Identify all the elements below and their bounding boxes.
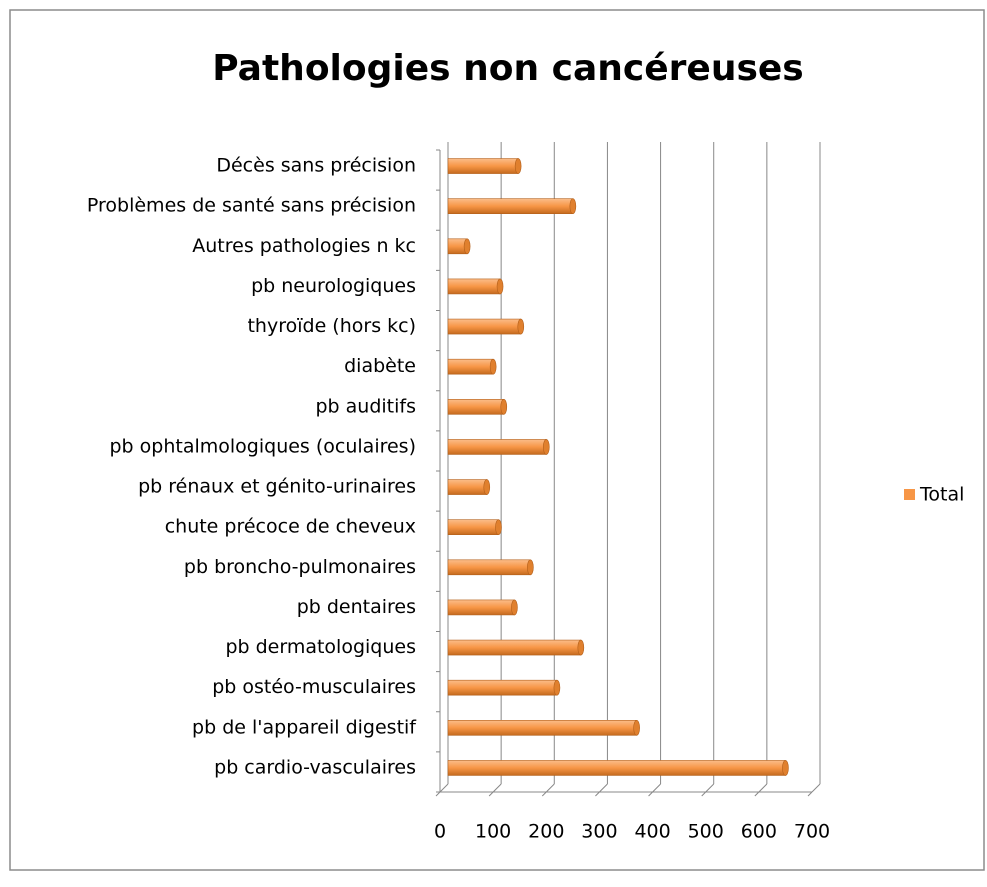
tick-mark xyxy=(652,783,661,793)
bar-end xyxy=(517,318,525,335)
y-tick-label: pb rénaux et génito-urinaires xyxy=(138,476,416,498)
bar-end xyxy=(542,439,550,455)
x-tick-label: 200 xyxy=(528,821,564,843)
bar-end xyxy=(463,238,471,255)
legend-swatch xyxy=(904,489,915,500)
tick-mark xyxy=(545,783,555,793)
bar xyxy=(447,679,558,696)
bar xyxy=(447,720,637,736)
tick-mark xyxy=(488,791,494,797)
bar xyxy=(447,599,515,616)
tick-mark xyxy=(595,791,600,797)
tick-mark xyxy=(807,791,813,797)
bar xyxy=(447,198,574,214)
bar xyxy=(447,358,494,375)
y-tick-label: diabète xyxy=(344,355,416,377)
bar xyxy=(447,278,501,295)
y-tick-label: thyroïde (hors kc) xyxy=(247,315,416,337)
tick-mark xyxy=(439,783,449,793)
bar xyxy=(447,559,531,576)
bar-end xyxy=(527,559,534,576)
x-tick-label: 700 xyxy=(794,821,830,843)
y-tick-label: Autres pathologies n kc xyxy=(192,235,416,257)
bar xyxy=(447,318,522,335)
y-tick-label: pb dentaires xyxy=(297,596,416,618)
bar-end xyxy=(569,198,577,214)
y-tick-label: pb neurologiques xyxy=(251,275,416,297)
tick-mark xyxy=(758,783,768,793)
bar-end xyxy=(511,599,518,616)
tick-mark xyxy=(648,791,653,797)
y-tick-label: Décès sans précision xyxy=(216,155,416,177)
tick-mark xyxy=(705,783,715,793)
bar-end xyxy=(495,519,502,535)
bar-end xyxy=(782,760,789,776)
bar xyxy=(447,479,488,495)
y-tick-label: pb ophtalmologiques (oculaires) xyxy=(110,435,417,457)
y-tick-label: pb broncho-pulmonaires xyxy=(184,556,416,578)
chart-title: Pathologies non cancéreuses xyxy=(212,48,803,89)
x-tick-label: 100 xyxy=(475,821,511,843)
bar-end xyxy=(483,479,491,495)
bar-end xyxy=(489,358,497,375)
tick-mark xyxy=(492,783,502,793)
x-tick-label: 0 xyxy=(434,821,446,843)
bar xyxy=(447,158,519,174)
y-tick-label: pb auditifs xyxy=(315,395,416,417)
legend-label: Total xyxy=(919,484,964,506)
bar-end xyxy=(514,158,522,174)
x-tick-label: 400 xyxy=(634,821,670,843)
bar-end xyxy=(500,399,508,415)
tick-mark xyxy=(435,791,441,797)
bar xyxy=(447,519,499,535)
y-tick-label: pb cardio-vasculaires xyxy=(214,756,416,778)
bar-end xyxy=(577,639,585,656)
bar-end xyxy=(633,720,640,736)
bar xyxy=(447,760,786,776)
x-tick-label: 600 xyxy=(741,821,777,843)
tick-mark xyxy=(754,791,760,797)
tick-mark xyxy=(811,783,821,793)
bar-end xyxy=(496,278,504,295)
tick-mark xyxy=(701,791,707,797)
bar-end xyxy=(553,679,561,696)
x-tick-label: 500 xyxy=(688,821,724,843)
bar xyxy=(447,639,582,656)
tick-mark xyxy=(599,783,608,793)
y-tick-label: pb dermatologiques xyxy=(225,636,416,658)
bar xyxy=(447,399,505,415)
y-tick-label: Problèmes de santé sans précision xyxy=(87,195,416,217)
bar xyxy=(447,439,547,455)
tick-mark xyxy=(541,791,547,797)
y-tick-label: chute précoce de cheveux xyxy=(165,516,416,538)
x-tick-label: 300 xyxy=(581,821,617,843)
y-tick-label: pb ostéo-musculaires xyxy=(212,676,416,698)
y-tick-label: pb de l'appareil digestif xyxy=(192,716,417,738)
